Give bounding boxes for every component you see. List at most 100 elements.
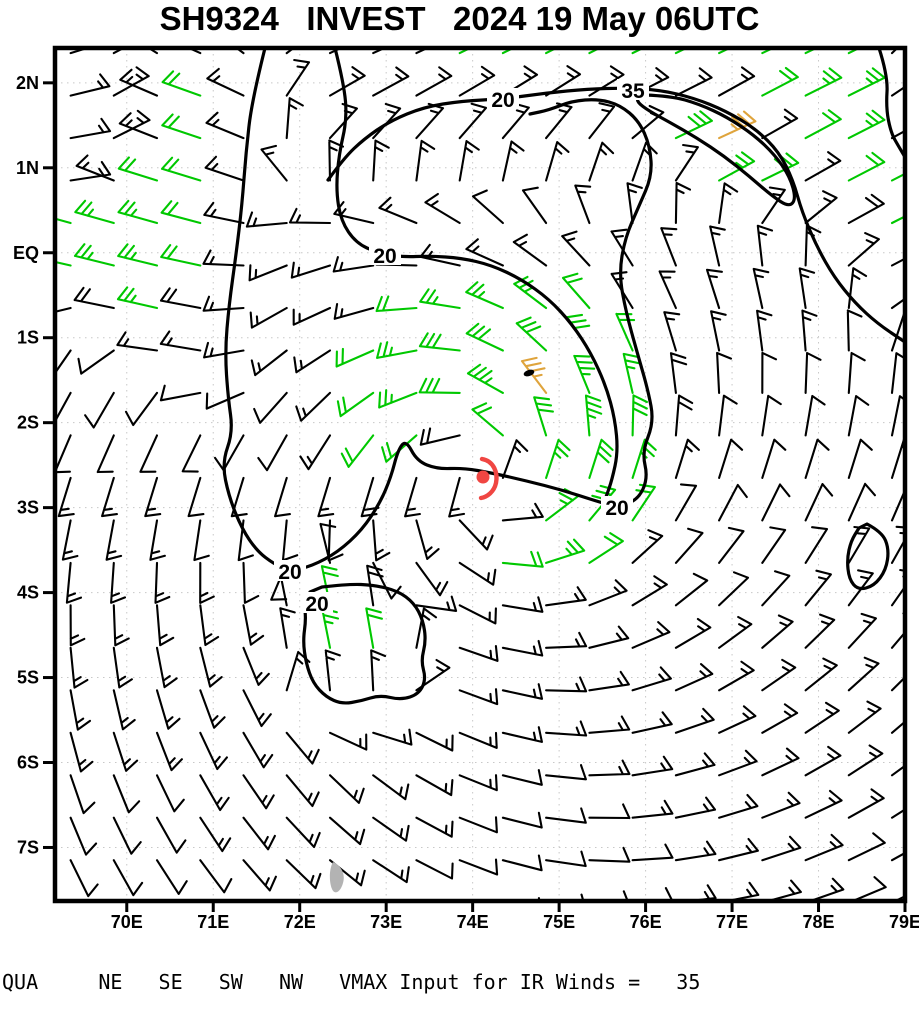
wind-barb	[674, 181, 692, 225]
wind-barb	[761, 351, 778, 394]
wind-barb	[415, 607, 438, 649]
wind-barb	[674, 617, 712, 649]
wind-barb	[205, 111, 245, 140]
x-tick-label: 70E	[111, 912, 143, 932]
wind-barb	[119, 68, 159, 97]
wind-barb	[448, 476, 466, 518]
wind-barb	[77, 349, 115, 375]
wind-barb	[631, 799, 674, 819]
contour-label-halo	[487, 88, 519, 109]
wind-barb	[501, 439, 529, 479]
y-tick-label: 1S	[17, 328, 39, 348]
wind-barb	[415, 561, 449, 597]
wind-barb	[718, 151, 756, 182]
wind-barb	[69, 859, 99, 898]
wind-barb	[761, 747, 800, 777]
contour-label: 20	[278, 561, 301, 584]
wind-barb	[471, 189, 504, 225]
island-gray	[329, 862, 344, 893]
wind-barb	[890, 764, 905, 777]
wind-barb	[631, 141, 658, 182]
x-tick-label: 75E	[543, 912, 575, 932]
wind-barb	[199, 689, 226, 729]
wind-barb	[622, 352, 641, 394]
y-tick-label: 5S	[17, 668, 39, 688]
wind-barb	[202, 249, 245, 267]
isotach-contour-20	[846, 522, 890, 591]
wind-barb	[415, 859, 454, 880]
isotach-contour-20	[222, 48, 654, 572]
wind-barb	[281, 519, 299, 562]
wind-barb	[501, 502, 544, 522]
wind-barb	[804, 789, 843, 819]
wind-barb	[501, 140, 525, 182]
wind-barb	[588, 846, 631, 863]
wind-barb	[847, 67, 886, 97]
wind-barb	[718, 837, 759, 862]
wind-barb	[631, 666, 672, 692]
wind-barb	[253, 391, 288, 424]
wind-barb	[415, 595, 458, 612]
wind-barb	[801, 309, 818, 352]
contour-label-halo	[274, 560, 306, 581]
wind-barb	[193, 519, 210, 562]
wind-barb	[117, 243, 159, 267]
wind-barb	[415, 816, 454, 838]
wind-barb	[761, 186, 786, 225]
wind-barb	[761, 570, 791, 607]
wind-barb	[204, 155, 245, 182]
wind-barb	[155, 731, 183, 772]
wind-barb	[199, 561, 215, 604]
wind-barb	[199, 774, 230, 812]
wind-barb	[588, 715, 631, 734]
wind-barb	[160, 156, 202, 182]
wind-barb	[718, 749, 758, 777]
wind-barb	[372, 66, 410, 97]
wind-barb	[545, 586, 587, 607]
wind-barb	[631, 529, 664, 564]
wind-barb	[292, 306, 332, 326]
wind-barb	[242, 774, 275, 810]
contour-label: 20	[373, 245, 396, 268]
wind-barb	[101, 476, 118, 518]
wind-barb	[804, 151, 842, 182]
wind-barb	[375, 295, 418, 313]
y-tick-label: 7S	[17, 837, 39, 857]
wind-barb	[501, 639, 544, 657]
wind-barb	[663, 311, 681, 352]
wind-barb	[761, 152, 800, 182]
wind-barb	[631, 575, 668, 607]
wind-barb	[159, 330, 202, 352]
wind-barb	[110, 561, 127, 604]
wind-barb	[718, 793, 759, 819]
wind-barb	[242, 859, 277, 892]
wind-barb	[415, 774, 454, 797]
wind-barb	[65, 561, 83, 604]
isotach-contour-20	[302, 582, 427, 705]
wind-barb	[149, 519, 166, 561]
isotach-contours	[222, 48, 905, 705]
wind-barb	[890, 85, 905, 97]
wind-barb	[588, 438, 614, 479]
wind-barb	[279, 607, 296, 649]
wind-barb	[378, 196, 418, 225]
wind-barb	[465, 322, 504, 352]
wind-barb	[574, 184, 592, 225]
wind-barb	[290, 261, 332, 279]
storm-info-panel: QUA NE SE SW NW VMAX Input for IR Winds …	[2, 927, 809, 1014]
wind-barb	[418, 332, 461, 352]
wind-barb	[419, 288, 461, 310]
wind-barb	[890, 720, 905, 734]
wind-barb	[710, 310, 727, 352]
wind-barb	[847, 193, 885, 225]
contour-label: 20	[605, 497, 628, 520]
axes: 2N 1N EQ 1S 2S 3S 4S 5S 6S 7S 70E 71E 72E 73E 74E 75E 76…	[13, 73, 919, 932]
wind-barb	[295, 391, 332, 422]
wind-barb	[631, 483, 656, 522]
wind-barb	[804, 833, 844, 862]
wind-barb	[458, 519, 494, 551]
wind-barb	[847, 267, 868, 310]
wind-barb	[761, 394, 782, 437]
wind-barb	[74, 199, 115, 225]
